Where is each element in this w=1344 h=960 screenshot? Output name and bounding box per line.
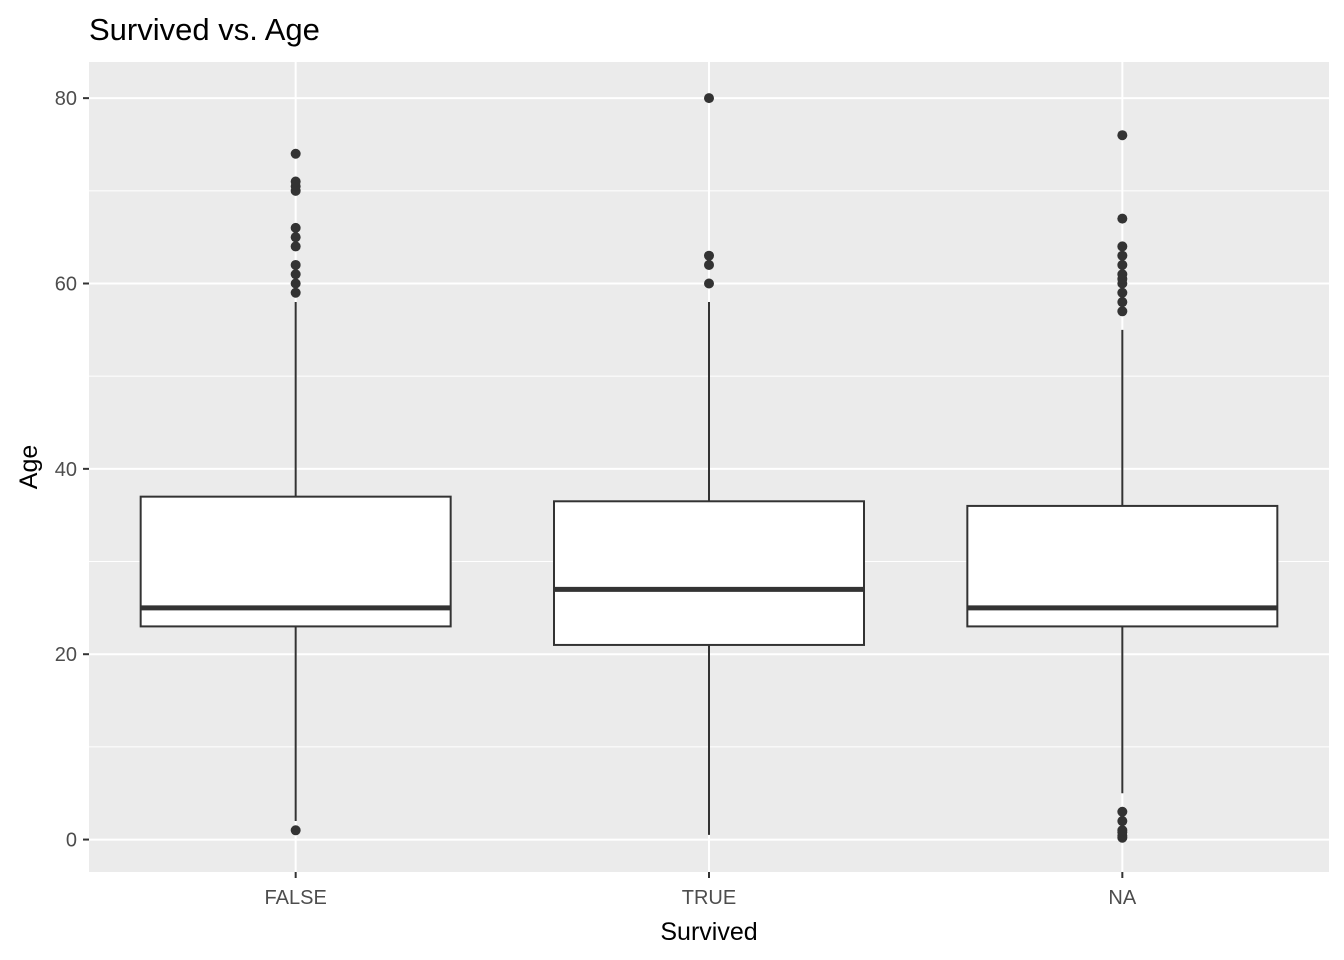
outlier-point — [1117, 825, 1128, 836]
box-false — [139, 148, 452, 836]
y-tick-label: 40 — [55, 459, 77, 481]
y-tick-label: 20 — [55, 644, 77, 666]
interquartile-box — [553, 500, 865, 646]
outlier-point — [1117, 816, 1128, 827]
outlier-point — [704, 259, 714, 270]
outlier-point — [290, 278, 301, 289]
outlier-point — [1117, 269, 1128, 280]
outlier-point — [1117, 297, 1128, 308]
outlier-point — [290, 222, 301, 233]
outlier-point — [1117, 241, 1128, 252]
outlier-point — [290, 176, 301, 187]
x-axis: FALSE TRUE NA — [265, 872, 1137, 909]
outlier-point — [1117, 250, 1128, 261]
x-tick-label: NA — [1108, 887, 1136, 909]
outlier-point — [704, 278, 714, 289]
outlier-point — [1117, 806, 1128, 817]
outlier-point — [1117, 306, 1128, 317]
boxes-layer — [139, 93, 1279, 843]
outlier-point — [1117, 213, 1128, 224]
outlier-point — [704, 250, 714, 261]
chart-title: Survived vs. Age — [89, 12, 320, 47]
interquartile-box — [139, 495, 452, 628]
box-true — [553, 93, 865, 835]
x-tick-label: FALSE — [265, 887, 327, 909]
y-tick-label: 0 — [66, 830, 77, 852]
outlier-point — [1117, 130, 1128, 141]
y-axis-title: Age — [15, 445, 43, 489]
outlier-point — [290, 269, 301, 280]
y-tick-label: 60 — [55, 273, 77, 295]
outlier-point — [1117, 287, 1128, 298]
outlier-point — [290, 148, 301, 159]
outlier-point — [1117, 259, 1128, 270]
outlier-point — [290, 241, 301, 252]
y-tick-label: 80 — [55, 88, 77, 110]
box-na — [966, 130, 1279, 843]
x-axis-title: Survived — [660, 918, 757, 946]
x-tick-label: TRUE — [682, 887, 736, 909]
outlier-point — [290, 825, 301, 836]
outlier-point — [290, 232, 301, 243]
outlier-point — [704, 93, 714, 104]
outlier-point — [290, 259, 301, 270]
outlier-point — [290, 287, 301, 298]
y-axis: 0 20 40 60 80 — [55, 88, 89, 852]
